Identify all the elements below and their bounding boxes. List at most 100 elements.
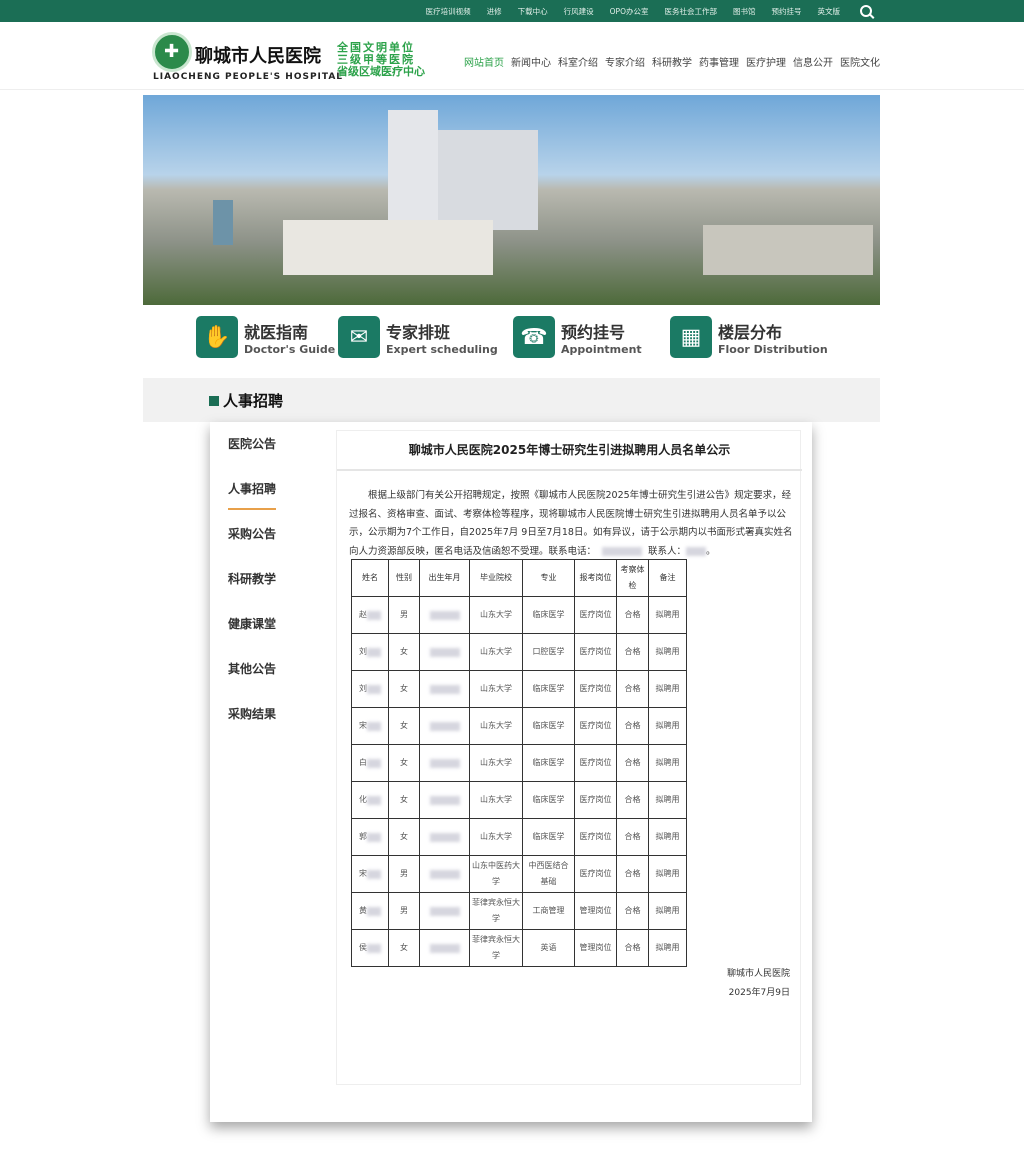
cell-text: 男 — [400, 906, 408, 915]
search-icon[interactable] — [860, 5, 872, 17]
table-cell: 临床医学 — [522, 596, 575, 634]
cell-text: 医疗岗位 — [579, 869, 612, 878]
table-cell: 临床医学 — [522, 781, 575, 819]
table-cell: 口腔医学 — [522, 633, 575, 671]
header-cell: 性别 — [388, 559, 420, 597]
table-cell — [419, 596, 470, 634]
table-row: 白 女 山东大学 临床医学 医疗岗位 合格 拟聘用 — [351, 744, 687, 782]
cell-text: 拟聘用 — [655, 832, 680, 841]
cell-text: 临床医学 — [532, 795, 565, 804]
header-cell: 备注 — [648, 559, 687, 597]
name-surname: 黄 — [359, 906, 367, 915]
redacted-birth — [429, 610, 460, 620]
cell-text: 临床医学 — [532, 610, 565, 619]
header-cell: 考察体检 — [616, 559, 649, 597]
nav-item[interactable]: 信息公开 — [793, 58, 833, 69]
nav-item[interactable]: 专家介绍 — [605, 58, 645, 69]
redacted-name — [367, 943, 381, 953]
cell-text: 管理岗位 — [579, 906, 612, 915]
table-cell: 合格 — [616, 892, 649, 930]
cell-text: 拟聘用 — [655, 684, 680, 693]
nav-item[interactable]: 药事管理 — [699, 58, 739, 69]
table-cell: 拟聘用 — [648, 929, 687, 967]
table-cell: 合格 — [616, 744, 649, 782]
topbar-link[interactable]: OPO办公室 — [609, 6, 649, 16]
table-cell — [419, 633, 470, 671]
cell-text: 医疗岗位 — [579, 721, 612, 730]
name-surname: 郭 — [359, 832, 367, 841]
cell-text: 合格 — [624, 758, 641, 767]
nav-item[interactable]: 科室介绍 — [558, 58, 598, 69]
cell-text: 医疗岗位 — [579, 610, 612, 619]
sidebar-item[interactable]: 科研教学 — [228, 572, 277, 586]
topbar-link[interactable]: 行风建设 — [563, 6, 594, 16]
topbar-link[interactable]: 图书馆 — [733, 6, 756, 16]
topbar-link[interactable]: 预约挂号 — [771, 6, 802, 16]
sidebar-item[interactable]: 健康课堂 — [228, 617, 277, 631]
topbar-link[interactable]: 英文版 — [817, 6, 841, 16]
sidebar-item[interactable]: 人事招聘 — [228, 480, 277, 525]
table-row: 刘 女 山东大学 口腔医学 医疗岗位 合格 拟聘用 — [351, 633, 687, 671]
hospital-name: 聊城市人民医院 — [195, 46, 321, 67]
topbar-link[interactable]: 医务社会工作部 — [664, 6, 718, 16]
table-cell: 管理岗位 — [574, 892, 617, 930]
nav-item[interactable]: 医疗护理 — [746, 58, 786, 69]
cell-text: 女 — [400, 647, 408, 656]
table-cell: 合格 — [616, 818, 649, 856]
table-cell: 黄 — [351, 892, 389, 930]
quick-link-en: Appointment — [561, 342, 642, 356]
redacted-name — [367, 721, 381, 731]
main-nav: 网站首页 新闻中心 科室介绍 专家介绍 科研教学 药事管理 医疗护理 信息公开 医院文化 — [464, 54, 880, 69]
topbar-link[interactable]: 进修 — [486, 6, 502, 16]
cell-text: 合格 — [624, 832, 641, 841]
table-cell: 拟聘用 — [648, 892, 687, 930]
topbar-link[interactable]: 下载中心 — [517, 6, 548, 16]
table-cell: 女 — [388, 633, 420, 671]
table-cell — [419, 781, 470, 819]
sidebar-item[interactable]: 采购公告 — [228, 527, 277, 541]
article-body: 根据上级部门有关公开招聘规定，按照《聊城市人民医院2025年博士研究生引进公告》… — [349, 490, 793, 557]
hospital-name-en: LIAOCHENG PEOPLE'S HOSPITAL — [153, 72, 344, 82]
quick-link-text: 就医指南 Doctor's Guide — [244, 319, 335, 356]
sidebar-item[interactable]: 医院公告 — [228, 437, 277, 451]
cell-text: 拟聘用 — [655, 869, 680, 878]
slogan-line: 三级甲等医院 — [337, 53, 415, 66]
quick-link-text: 楼层分布 Floor Distribution — [718, 319, 828, 356]
name-surname: 宋 — [359, 721, 367, 730]
redacted-birth — [429, 721, 460, 731]
quick-link-3[interactable]: ▦ 楼层分布 Floor Distribution — [670, 316, 828, 358]
redacted-birth — [429, 906, 460, 916]
quick-link-cn: 专家排班 — [386, 322, 451, 342]
quick-link-0[interactable]: ✋ 就医指南 Doctor's Guide — [196, 316, 335, 358]
signature-org: 聊城市人民医院 — [726, 969, 790, 979]
table-cell: 合格 — [616, 707, 649, 745]
quick-link-1[interactable]: ✉ 专家排班 Expert scheduling — [338, 316, 498, 358]
table-cell: 山东大学 — [469, 633, 523, 671]
cell-text: 临床医学 — [532, 758, 565, 767]
table-cell: 医疗岗位 — [574, 818, 617, 856]
table-cell: 山东大学 — [469, 818, 523, 856]
table-cell: 女 — [388, 781, 420, 819]
quick-link-2[interactable]: ☎ 预约挂号 Appointment — [513, 316, 642, 358]
table-cell: 临床医学 — [522, 744, 575, 782]
table-cell: 医疗岗位 — [574, 855, 617, 893]
nav-item[interactable]: 新闻中心 — [511, 58, 551, 69]
top-bar: 医疗培训视频 进修 下载中心 行风建设 OPO办公室 医务社会工作部 图书馆 预约挂号 英文版 — [0, 0, 1024, 22]
sidebar-item[interactable]: 其他公告 — [228, 662, 277, 676]
redacted-birth — [429, 832, 460, 842]
hand-icon: ✋ — [196, 316, 238, 358]
cell-text: 医疗岗位 — [579, 832, 612, 841]
redacted-name — [367, 684, 381, 694]
nav-item[interactable]: 网站首页 — [464, 58, 504, 69]
sidebar-item[interactable]: 采购结果 — [228, 707, 277, 721]
table-cell: 男 — [388, 855, 420, 893]
redacted-birth — [429, 795, 460, 805]
topbar-link[interactable]: 医疗培训视频 — [425, 6, 471, 16]
nav-item[interactable]: 科研教学 — [652, 58, 692, 69]
hospital-logo[interactable] — [152, 32, 192, 72]
table-cell: 临床医学 — [522, 670, 575, 708]
table-cell: 拟聘用 — [648, 670, 687, 708]
quick-link-cn: 就医指南 — [244, 322, 309, 342]
table-cell: 宋 — [351, 707, 389, 745]
nav-item[interactable]: 医院文化 — [840, 58, 880, 69]
